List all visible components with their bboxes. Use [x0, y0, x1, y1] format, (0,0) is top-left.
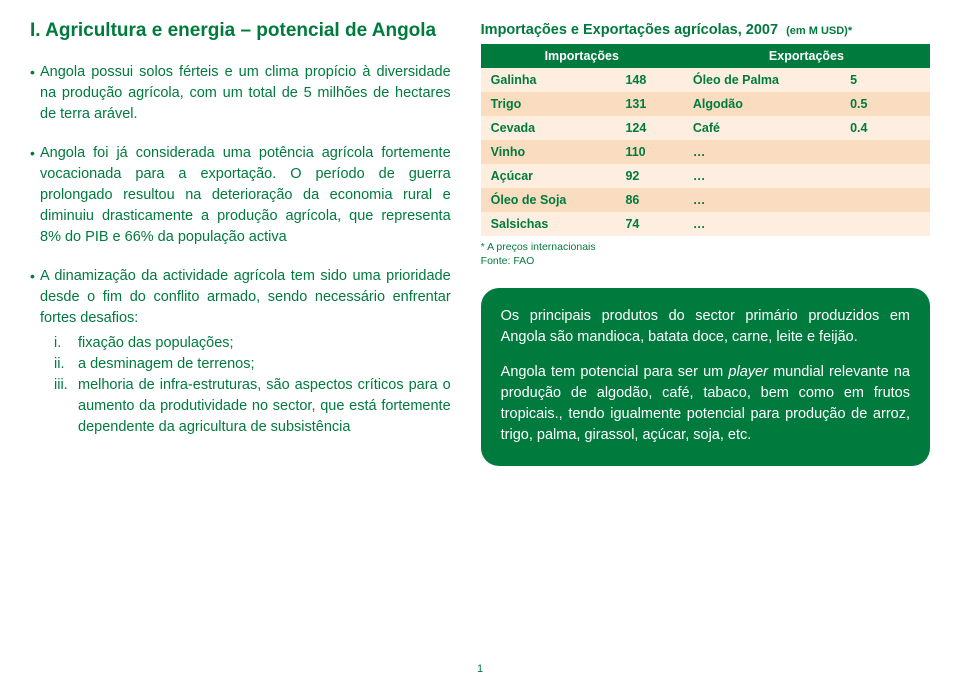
- table-row: Óleo de Soja 86 …: [481, 188, 930, 212]
- bullet-dot-icon: •: [30, 62, 40, 125]
- exp-name: …: [683, 164, 840, 188]
- left-column: I. Agricultura e energia – potencial de …: [30, 20, 471, 661]
- imp-val: 74: [615, 212, 682, 236]
- footnote-prices: * A preços internacionais: [481, 241, 596, 253]
- callout-p2-em: player: [728, 364, 768, 380]
- bullet-1-text: Angola possui solos férteis e um clima p…: [40, 62, 451, 125]
- imp-name: Açúcar: [481, 164, 616, 188]
- exp-name: Óleo de Palma: [683, 68, 840, 92]
- imp-name: Vinho: [481, 140, 616, 164]
- exp-val: [840, 140, 930, 164]
- slide-page: I. Agricultura e energia – potencial de …: [0, 0, 960, 681]
- callout-p2a: Angola tem potencial para ser um: [501, 364, 729, 380]
- subitem-i: i. fixação das populações;: [54, 333, 451, 354]
- roman-ii: ii.: [54, 354, 78, 375]
- page-title: I. Agricultura e energia – potencial de …: [30, 20, 451, 42]
- bullet-2: • Angola foi já considerada uma potência…: [30, 143, 451, 248]
- exp-name: Algodão: [683, 92, 840, 116]
- footnote-source: Fonte: FAO: [481, 255, 535, 267]
- table-title-text: Importações e Exportações agrícolas, 200…: [481, 22, 778, 38]
- imp-val: 124: [615, 116, 682, 140]
- table-row: Galinha 148 Óleo de Palma 5: [481, 68, 930, 92]
- table-header-row: Importações Exportações: [481, 44, 930, 68]
- header-imports: Importações: [481, 44, 683, 68]
- right-column: Importações e Exportações agrícolas, 200…: [471, 20, 930, 661]
- roman-iii: iii.: [54, 375, 78, 438]
- table-row: Trigo 131 Algodão 0.5: [481, 92, 930, 116]
- bullet-dot-icon: •: [30, 266, 40, 438]
- table-title-unit: (em M USD)*: [786, 25, 852, 37]
- table-row: Cevada 124 Café 0.4: [481, 116, 930, 140]
- imp-name: Galinha: [481, 68, 616, 92]
- imp-name: Óleo de Soja: [481, 188, 616, 212]
- exp-name: …: [683, 140, 840, 164]
- table-title: Importações e Exportações agrícolas, 200…: [481, 22, 930, 38]
- imp-val: 131: [615, 92, 682, 116]
- imp-val: 148: [615, 68, 682, 92]
- imp-name: Salsichas: [481, 212, 616, 236]
- exp-val: [840, 164, 930, 188]
- header-exports: Exportações: [683, 44, 930, 68]
- exp-val: [840, 188, 930, 212]
- callout-p1: Os principais produtos do sector primári…: [501, 306, 910, 348]
- exp-val: [840, 212, 930, 236]
- imp-val: 86: [615, 188, 682, 212]
- subitem-iii-text: melhoria de infra-estruturas, são aspect…: [78, 375, 451, 438]
- callout-p2: Angola tem potencial para ser um player …: [501, 362, 910, 446]
- table-footnote: * A preços internacionais Fonte: FAO: [481, 240, 930, 268]
- exp-val: 5: [840, 68, 930, 92]
- sublist: i. fixação das populações; ii. a desmina…: [54, 333, 451, 438]
- exp-name: …: [683, 212, 840, 236]
- roman-i: i.: [54, 333, 78, 354]
- bullet-3-intro: A dinamização da actividade agrícola tem…: [40, 268, 451, 326]
- imports-exports-table: Importações Exportações Galinha 148 Óleo…: [481, 44, 930, 236]
- exp-name: …: [683, 188, 840, 212]
- callout-box: Os principais produtos do sector primári…: [481, 288, 930, 466]
- imp-name: Cevada: [481, 116, 616, 140]
- subitem-ii: ii. a desminagem de terrenos;: [54, 354, 451, 375]
- exp-val: 0.5: [840, 92, 930, 116]
- subitem-ii-text: a desminagem de terrenos;: [78, 354, 255, 375]
- imp-name: Trigo: [481, 92, 616, 116]
- bullet-3: • A dinamização da actividade agrícola t…: [30, 266, 451, 438]
- bullet-3-block: A dinamização da actividade agrícola tem…: [40, 266, 451, 438]
- exp-name: Café: [683, 116, 840, 140]
- table-row: Vinho 110 …: [481, 140, 930, 164]
- bullet-dot-icon: •: [30, 143, 40, 248]
- subitem-iii: iii. melhoria de infra-estruturas, são a…: [54, 375, 451, 438]
- exp-val: 0.4: [840, 116, 930, 140]
- imp-val: 110: [615, 140, 682, 164]
- page-number: 1: [477, 663, 483, 675]
- bullet-2-text: Angola foi já considerada uma potência a…: [40, 143, 451, 248]
- bullet-1: • Angola possui solos férteis e um clima…: [30, 62, 451, 125]
- subitem-i-text: fixação das populações;: [78, 333, 234, 354]
- imp-val: 92: [615, 164, 682, 188]
- table-row: Açúcar 92 …: [481, 164, 930, 188]
- table-row: Salsichas 74 …: [481, 212, 930, 236]
